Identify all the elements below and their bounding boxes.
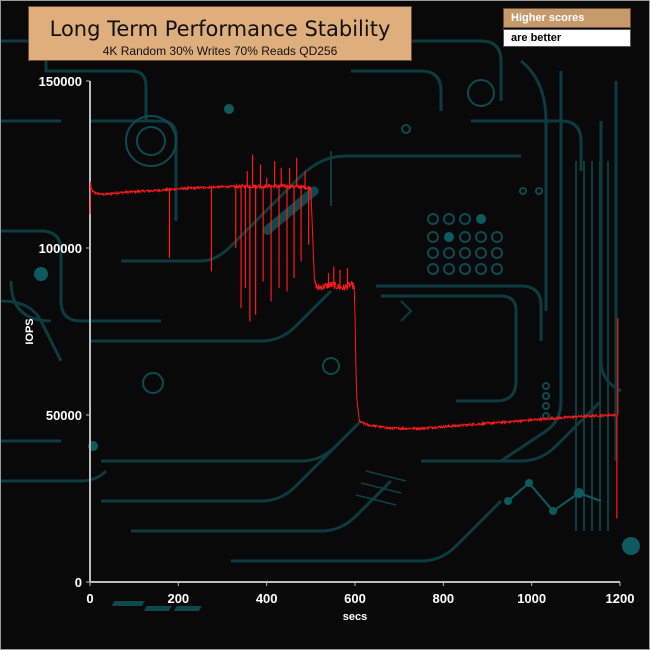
series-line xyxy=(89,181,616,432)
x-tick-label: 200 xyxy=(167,591,189,606)
y-tick-label: 100000 xyxy=(39,241,82,256)
chart-title: Long Term Performance Stability xyxy=(49,17,391,41)
x-tick-label: 1000 xyxy=(517,591,546,606)
x-axis-title: secs xyxy=(343,611,367,623)
legend-note-line1: Higher scores xyxy=(503,8,631,28)
x-tick-label: 1200 xyxy=(606,591,635,606)
chart-ticks: 0 200 400 600 800 1000 1200 0 50000 100000 150000 xyxy=(39,74,635,606)
x-tick-label: 800 xyxy=(432,591,454,606)
y-tick-label: 50000 xyxy=(46,408,82,423)
chart-subtitle: 4K Random 30% Writes 70% Reads QD256 xyxy=(102,44,338,58)
x-tick-label: 0 xyxy=(86,591,93,606)
circuit-background xyxy=(1,39,640,611)
legend-note-line2: are better xyxy=(503,29,631,47)
y-axis-title: IOPS xyxy=(24,318,36,344)
y-tick-label: 0 xyxy=(75,575,82,590)
title-banner: Long Term Performance Stability 4K Rando… xyxy=(28,6,412,61)
x-tick-label: 400 xyxy=(256,591,278,606)
y-tick-label: 150000 xyxy=(39,74,82,89)
x-tick-label: 600 xyxy=(344,591,366,606)
plot-area xyxy=(89,154,619,519)
